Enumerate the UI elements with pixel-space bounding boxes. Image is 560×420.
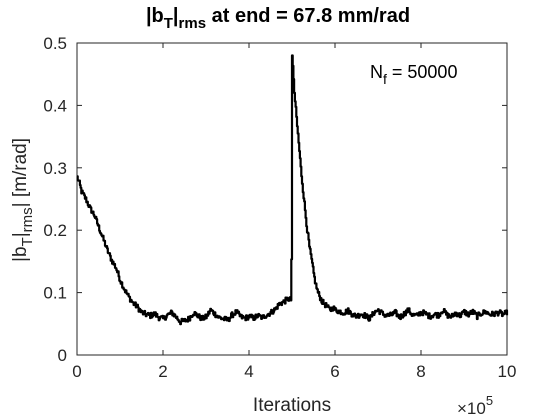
y-tick-label: 0.2 [43, 221, 67, 240]
y-axis-ticks: 0 0.1 0.2 0.3 0.4 0.5 [43, 34, 507, 365]
chart-title-mid: | [173, 5, 179, 27]
y-label-prefix: |b [10, 246, 31, 262]
chart-title-prefix: |b [146, 5, 164, 27]
annotation-suffix: = 50000 [387, 62, 458, 82]
chart-title-suffix: at end = 67.8 mm/rad [206, 5, 410, 27]
x-axis-label: Iterations [253, 395, 331, 416]
y-tick-label: 0.1 [43, 284, 67, 303]
y-label-mid: | [10, 232, 31, 237]
x-axis-ticks: 0 2 4 6 8 10 [72, 43, 516, 381]
annotation-sub: f [383, 71, 387, 87]
x-tick-label: 0 [72, 362, 81, 381]
x-tick-label: 10 [498, 362, 517, 381]
y-axis-label: |bT|rms| [m/rad] [10, 138, 36, 262]
annotation-prefix: N [370, 62, 383, 82]
x-tick-label: 4 [244, 362, 253, 381]
annotation-nf: Nf = 50000 [370, 62, 457, 87]
y-label-sub1: T [19, 237, 36, 246]
y-tick-label: 0 [58, 346, 67, 365]
chart-title: |bT|rms at end = 67.8 mm/rad [146, 5, 410, 32]
x-multiplier-base: ×10 [457, 399, 486, 418]
y-tick-label: 0.4 [43, 96, 67, 115]
y-tick-label: 0.5 [43, 34, 67, 53]
x-tick-label: 2 [158, 362, 167, 381]
x-multiplier-exponent: 5 [486, 393, 493, 408]
chart-title-sub1: T [164, 15, 173, 32]
y-label-suffix: | [m/rad] [10, 138, 31, 207]
x-axis-multiplier: ×105 [457, 393, 493, 418]
x-tick-label: 6 [330, 362, 339, 381]
y-tick-label: 0.3 [43, 159, 67, 178]
y-label-sub2: rms [19, 207, 36, 232]
series-line [76, 54, 509, 326]
chart-title-sub2: rms [179, 15, 207, 32]
x-tick-label: 8 [416, 362, 425, 381]
